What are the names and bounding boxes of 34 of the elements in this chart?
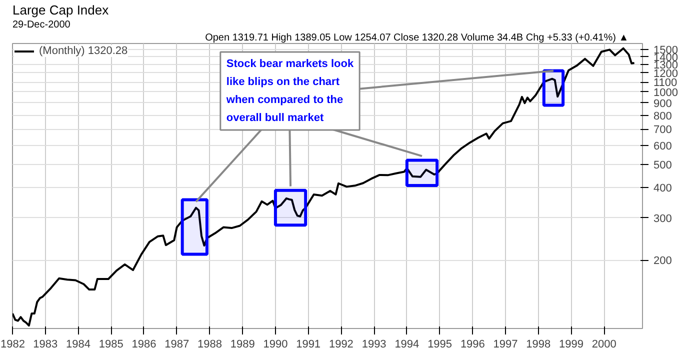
- x-tick-label: 1986: [132, 338, 156, 350]
- y-tick-label: 200: [654, 255, 672, 268]
- y-tick-label: 900: [654, 98, 672, 110]
- x-tick-label: 2000: [592, 338, 616, 350]
- text: 29-Dec-2000: [12, 20, 71, 30]
- x-tick-label: 1989: [230, 338, 255, 350]
- x-tick-label: 1982: [0, 338, 25, 350]
- annotation: Stock bear markets look like blips on the chart when compared to the overall bull market: [225, 58, 354, 124]
- x-tick-label: 1985: [98, 338, 124, 350]
- annotation: Open 1319.71 High 1389.05 Low 1254.07 Close 1320.28 Volume 34.4B Chg +5.33 (+0.41%) ▲: [205, 32, 629, 44]
- x-tick-label: 1984: [66, 338, 90, 350]
- x-tick-label: 1983: [33, 338, 58, 350]
- x-tick-label: 1992: [328, 338, 354, 350]
- y-tick-label: 500: [654, 159, 672, 172]
- x-tick-label: 1998: [526, 338, 551, 350]
- y-tick-label: 600: [654, 140, 672, 152]
- chart-title: Large Cap Index: [12, 2, 110, 18]
- x-tick-label: 1995: [428, 338, 452, 350]
- y-tick-label: 1000: [654, 86, 678, 99]
- x-tick-label: 1991: [296, 338, 321, 350]
- x-tick-label: 1988: [197, 338, 222, 350]
- legend-label: (Monthly) 1320.28: [39, 45, 128, 57]
- y-tick-label: 400: [654, 182, 672, 195]
- x-tick-label: 1994: [394, 338, 420, 350]
- x-tick-label: 1990: [263, 338, 288, 350]
- x-tick-label: 1996: [460, 338, 485, 350]
- y-tick-label: 300: [654, 212, 672, 225]
- x-tick-label: 1997: [493, 338, 518, 350]
- x-tick-label: 1999: [559, 338, 584, 350]
- y-tick-label: 800: [654, 110, 672, 122]
- x-tick-label: 1987: [164, 338, 190, 350]
- y-tick-label: 700: [654, 124, 672, 136]
- x-tick-label: 1993: [362, 338, 386, 350]
- y-tick-label: 1100: [654, 77, 678, 90]
